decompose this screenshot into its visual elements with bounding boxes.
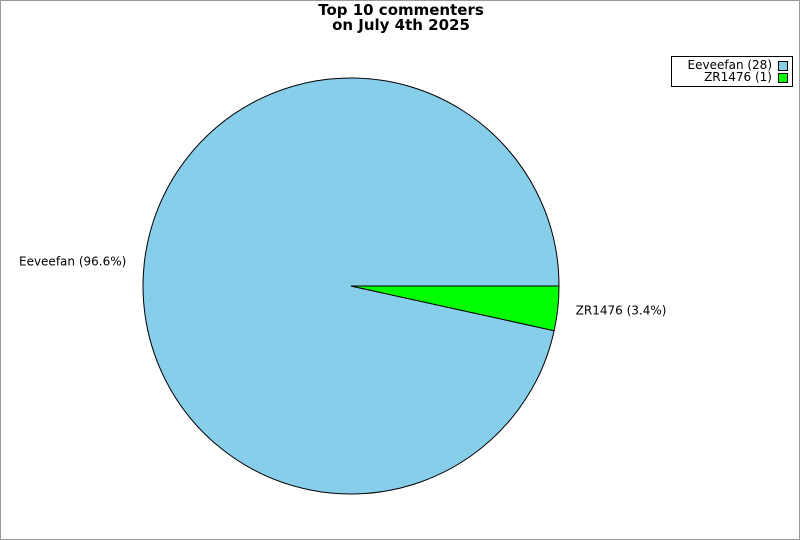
- legend-label: ZR1476 (1): [704, 70, 772, 84]
- legend-label: Eeveefan (28): [687, 58, 772, 72]
- legend-item-eeveefan: Eeveefan (28): [688, 59, 788, 72]
- slice-label: Eeveefan (96.6%): [19, 255, 126, 269]
- legend-item-zr1476: ZR1476 (1): [704, 71, 788, 84]
- title-line-2: on July 4th 2025: [332, 16, 470, 34]
- legend: Eeveefan (28) ZR1476 (1): [671, 56, 793, 87]
- pie-slice-zr1476: [350, 285, 560, 332]
- title-line-1: Top 10 commenters: [318, 1, 484, 19]
- legend-swatch: [778, 60, 788, 71]
- chart-title: Top 10 commenters on July 4th 2025: [1, 1, 799, 34]
- legend-swatch: [778, 72, 788, 83]
- slice-label: ZR1476 (3.4%): [576, 303, 667, 317]
